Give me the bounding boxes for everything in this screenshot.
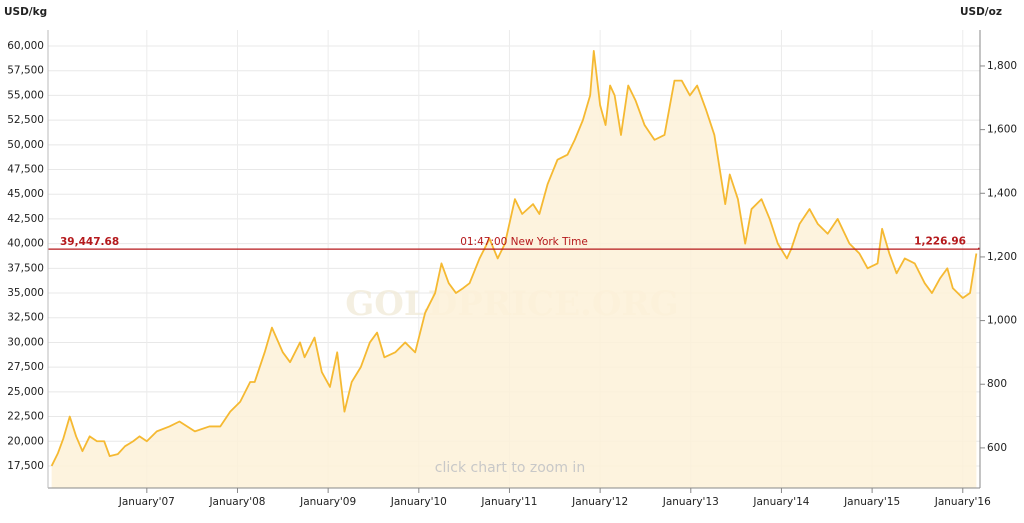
y2-tick-label: 1,800 bbox=[987, 60, 1017, 72]
y-tick-label: 25,000 bbox=[7, 386, 44, 398]
price-line bbox=[50, 50, 978, 467]
axes: 17,500 20,000 22,500 25,000 27,500 30,000 32,5… bbox=[7, 30, 1017, 508]
y2-tick-label: 1,000 bbox=[987, 315, 1017, 327]
x-tick-label: January'16 bbox=[934, 496, 991, 508]
y-tick-label: 22,500 bbox=[7, 411, 44, 423]
x-tick-label: January'09 bbox=[299, 496, 356, 508]
y-tick-label: 32,500 bbox=[7, 312, 44, 324]
x-tick-label: January'07 bbox=[118, 496, 175, 508]
y-tick-label: 40,000 bbox=[7, 238, 44, 250]
y-tick-label: 37,500 bbox=[7, 262, 44, 274]
x-tick-label: January'14 bbox=[752, 496, 809, 508]
x-tick-label: January'08 bbox=[208, 496, 265, 508]
y2-tick-label: 1,200 bbox=[987, 251, 1017, 263]
x-tick-label: January'11 bbox=[480, 496, 537, 508]
y-tick-label: 57,500 bbox=[7, 65, 44, 77]
x-tick-label: January'10 bbox=[390, 496, 447, 508]
y2-tick-label: 1,400 bbox=[987, 187, 1017, 199]
reference-y-label: 39,447.68 bbox=[60, 236, 119, 248]
reference-time: 01:47:00 New York Time bbox=[460, 236, 588, 248]
y2-tick-label: 600 bbox=[987, 442, 1007, 454]
x-tick-label: January'13 bbox=[662, 496, 719, 508]
zoom-hint: click chart to zoom in bbox=[435, 460, 585, 476]
y-tick-label: 55,000 bbox=[7, 89, 44, 101]
y-tick-label: 27,500 bbox=[7, 361, 44, 373]
y-tick-label: 50,000 bbox=[7, 139, 44, 151]
y2-tick-label: 1,600 bbox=[987, 124, 1017, 136]
x-tick-label: January'12 bbox=[571, 496, 628, 508]
x-tick-label: January'15 bbox=[843, 496, 900, 508]
y-tick-label: 20,000 bbox=[7, 435, 44, 447]
y-tick-label: 47,500 bbox=[7, 164, 44, 176]
y-tick-label: 42,500 bbox=[7, 213, 44, 225]
y-axis-title: USD/kg bbox=[4, 6, 47, 18]
y2-tick-label: 800 bbox=[987, 378, 1007, 390]
y-tick-label: 35,000 bbox=[7, 287, 44, 299]
plot: 39,447.68 1,226.96 01:47:00 New York Time bbox=[48, 50, 980, 488]
price-area bbox=[51, 50, 977, 488]
y-tick-label: 45,000 bbox=[7, 188, 44, 200]
y-tick-label: 30,000 bbox=[7, 336, 44, 348]
y2-axis-title: USD/oz bbox=[960, 6, 1002, 18]
y-tick-label: 52,500 bbox=[7, 114, 44, 126]
reference-y2-label: 1,226.96 bbox=[914, 235, 966, 247]
y-tick-label: 60,000 bbox=[7, 40, 44, 52]
y-tick-label: 17,500 bbox=[7, 460, 44, 472]
